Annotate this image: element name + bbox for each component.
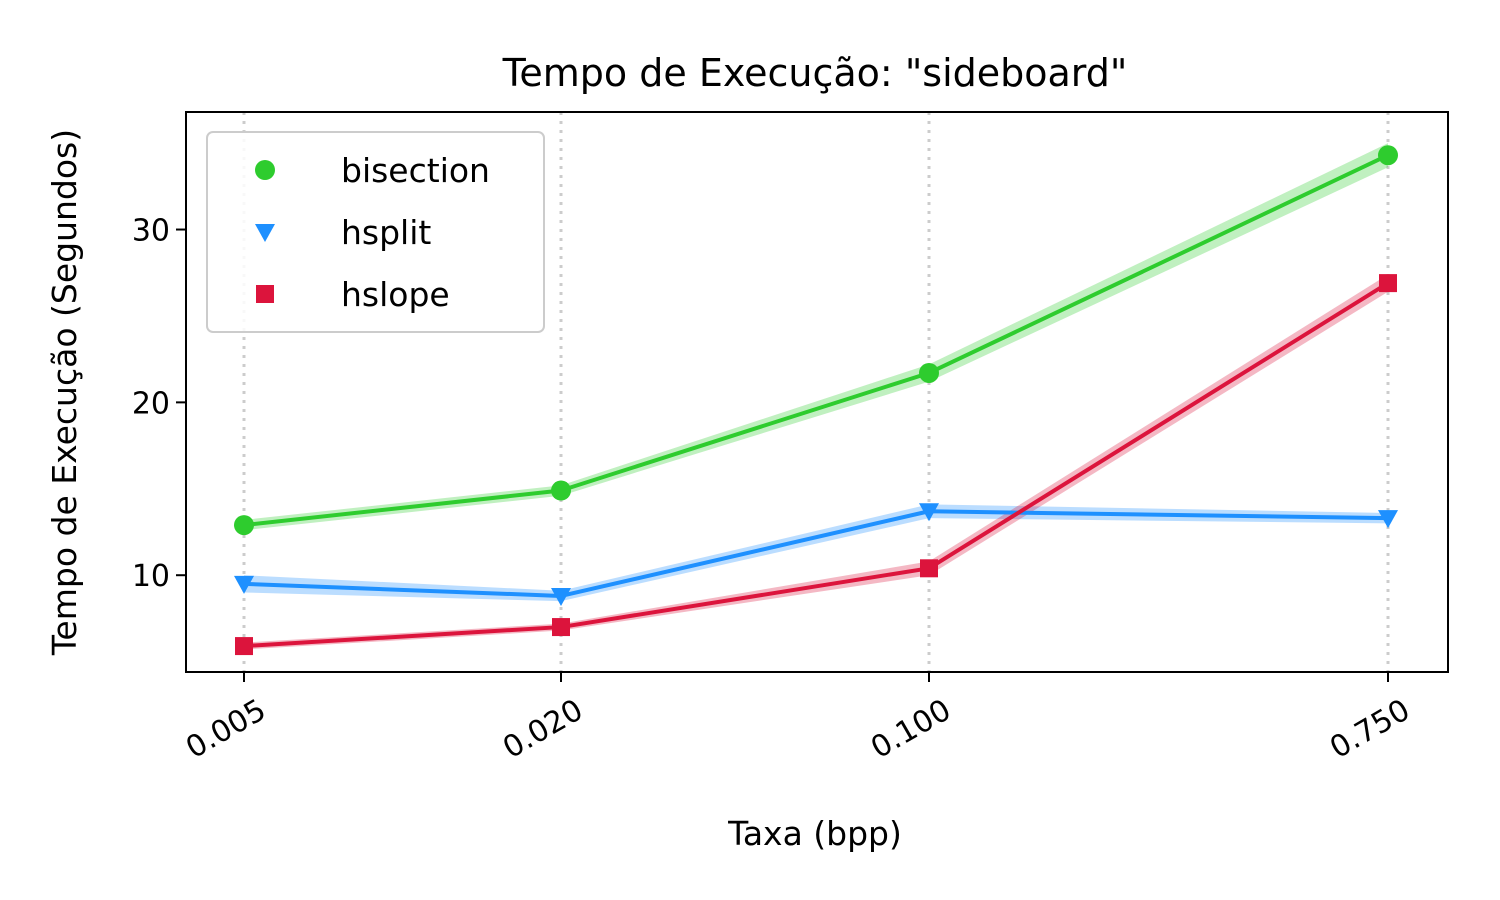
point-bisection-2 — [919, 362, 939, 383]
legend-marker-hslope — [256, 285, 274, 303]
point-hslope-3 — [1379, 274, 1397, 293]
x-tick-label: 0.020 — [497, 693, 589, 766]
x-tick-label: 0.100 — [865, 693, 957, 766]
line-hslope — [243, 281, 1390, 649]
y-axis-label: Tempo de Execução (Segundos) — [45, 129, 84, 656]
point-hsplit-1 — [551, 587, 571, 606]
chart-title: Tempo de Execução: "sideboard" — [502, 51, 1128, 95]
y-tick-label: 20 — [132, 386, 170, 421]
plot-frame — [185, 111, 1449, 673]
legend-marker-bisection — [255, 160, 275, 180]
band-hsplit — [244, 504, 1388, 602]
line-bisection — [243, 153, 1389, 528]
point-hsplit-0 — [234, 575, 254, 594]
series-lines — [243, 153, 1390, 649]
legend-marker-hsplit — [255, 224, 275, 242]
legend-label-bisection: bisection — [341, 151, 490, 190]
x-tick-label: 0.750 — [1324, 693, 1416, 766]
grid-lines — [242, 112, 1390, 672]
line-hsplit — [243, 509, 1389, 598]
x-axis-ticks: 0.005 0.020 0.100 0.750 — [180, 672, 1416, 766]
point-hslope-2 — [920, 559, 938, 578]
series-markers — [234, 145, 1398, 656]
point-hslope-1 — [552, 618, 570, 637]
point-bisection-3 — [1378, 145, 1398, 166]
point-bisection-0 — [234, 515, 254, 536]
point-bisection-1 — [551, 480, 571, 501]
legend-box — [206, 131, 545, 333]
legend-label-hslope: hslope — [341, 275, 450, 314]
y-axis-ticks: 10 20 30 — [132, 214, 186, 594]
x-axis-label: Taxa (bpp) — [727, 814, 902, 853]
point-hsplit-3 — [1378, 510, 1398, 529]
legend-label-hsplit: hsplit — [341, 213, 431, 252]
x-tick-label: 0.005 — [180, 693, 272, 766]
legend: bisection hsplit hslope — [206, 131, 545, 333]
point-hsplit-2 — [919, 503, 939, 522]
point-hslope-0 — [235, 637, 253, 656]
y-tick-label: 30 — [132, 214, 170, 249]
confidence-bands — [244, 143, 1388, 650]
y-tick-label: 10 — [132, 559, 170, 594]
